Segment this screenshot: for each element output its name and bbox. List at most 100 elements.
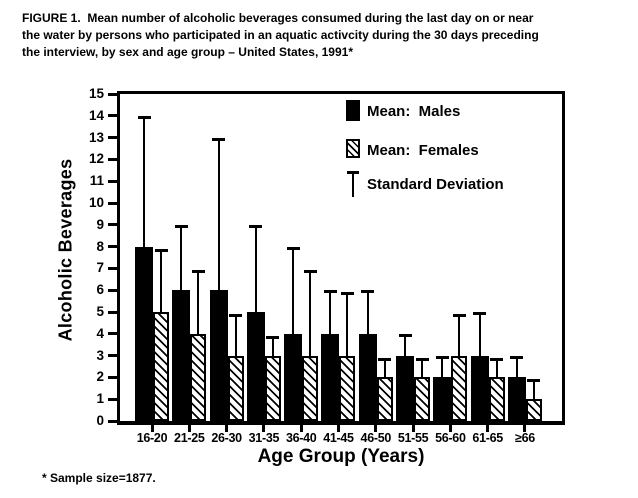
bar-females	[190, 270, 207, 421]
x-tick	[523, 425, 527, 432]
x-tick-label: 31-35	[248, 431, 280, 445]
x-tick	[225, 425, 229, 432]
bar-group-56-60: 56-60	[433, 94, 468, 445]
y-tick	[108, 157, 117, 161]
legend-label-males: Mean: Males	[367, 103, 461, 120]
y-tick	[108, 332, 117, 336]
y-tick-label: 6	[96, 282, 104, 298]
y-tick	[108, 201, 117, 205]
sd-whisker-cap	[249, 224, 263, 228]
sd-whisker-cap	[174, 224, 188, 228]
x-tick-label: 61-65	[472, 431, 503, 445]
sd-whisker	[452, 314, 466, 358]
y-tick-label: 2	[96, 369, 104, 385]
y-tick	[108, 179, 117, 183]
y-tick-label: 11	[89, 173, 104, 189]
sd-whisker	[473, 312, 487, 356]
y-tick-label: 10	[88, 195, 104, 210]
sd-whisker	[415, 357, 429, 380]
sd-whisker-cap	[191, 270, 205, 274]
y-tick	[108, 354, 117, 358]
figure-title: FIGURE 1. Mean number of alcoholic bever…	[22, 10, 632, 61]
x-tick	[448, 425, 452, 432]
sd-whisker	[229, 314, 243, 358]
y-tick	[108, 375, 117, 379]
figure-title-line: the water by persons who participated in…	[22, 28, 539, 42]
sd-whisker-cap	[286, 246, 300, 250]
y-tick	[108, 136, 117, 140]
x-tick-label: 56-60	[435, 431, 466, 445]
bar-group-31-35: 31-35	[246, 94, 281, 445]
bar-males	[507, 355, 526, 421]
y-tick	[108, 245, 117, 249]
bar-females	[339, 292, 356, 421]
x-tick	[299, 425, 303, 432]
bar-males	[135, 115, 153, 421]
sd-whisker	[361, 290, 375, 334]
sd-whisker	[137, 115, 151, 247]
x-axis-title: Age Group (Years)	[257, 446, 425, 467]
sd-whisker	[154, 248, 168, 314]
bar-group-≥66: ≥66	[507, 94, 542, 445]
bar-females	[376, 357, 393, 421]
sd-whisker	[212, 137, 226, 291]
y-tick-label: 1	[96, 391, 104, 407]
sd-whisker	[510, 355, 524, 378]
bar-females	[153, 248, 169, 421]
sd-whisker	[398, 333, 412, 356]
x-tick-label: 51-55	[397, 431, 429, 445]
sd-whisker	[303, 270, 317, 358]
x-tick	[374, 425, 378, 432]
y-tick-label: 4	[96, 325, 104, 341]
sd-whisker-cap	[229, 314, 243, 318]
y-tick	[108, 114, 117, 118]
bar-females	[414, 357, 431, 421]
bar-group-51-55: 51-55	[396, 94, 431, 445]
plot-area: 16-20 21-25 26-30 31-35 36-40 41-45 46-50 51-55…	[117, 91, 565, 445]
sd-glyph-cap	[347, 171, 359, 174]
bar-females	[525, 379, 542, 421]
x-tick	[486, 425, 490, 432]
sd-whisker	[490, 357, 504, 380]
sd-whisker	[286, 246, 300, 334]
sd-whisker-cap	[415, 357, 429, 361]
y-tick-label: 14	[88, 107, 104, 123]
x-tick-label: 36-40	[285, 431, 317, 445]
figure-title-line: the interview, by sex and age group – Un…	[22, 45, 353, 59]
bar-group-61-65: 61-65	[470, 94, 505, 445]
bar-females	[227, 314, 244, 421]
bar-group-41-45: 41-45	[321, 94, 356, 445]
sd-whisker-cap	[303, 270, 317, 274]
bar-group-46-50: 46-50	[358, 94, 393, 445]
sd-whisker	[174, 224, 188, 291]
bar-females	[302, 270, 319, 421]
bars-container: 16-20 21-25 26-30 31-35 36-40 41-45 46-50 51-55…	[120, 94, 562, 445]
x-tick-label: 21-25	[174, 431, 205, 445]
y-tick-label: 7	[96, 260, 104, 276]
sd-whisker	[323, 290, 337, 334]
x-tick	[187, 425, 191, 432]
sd-whisker	[249, 224, 263, 312]
sd-whisker-cap	[398, 333, 412, 337]
bar-group-16-20: 16-20	[135, 94, 169, 445]
legend-label-sd: Standard Deviation	[367, 176, 504, 193]
bar-group-26-30: 26-30	[209, 94, 244, 445]
sd-whisker-cap	[137, 115, 151, 119]
bar-males	[209, 137, 228, 421]
y-tick-label: 13	[88, 129, 104, 145]
x-tick	[150, 425, 154, 432]
sd-glyph-line	[352, 171, 354, 197]
x-tick-label: 26-30	[211, 431, 242, 445]
x-tick	[411, 425, 415, 432]
sd-whisker	[527, 379, 541, 402]
y-tick	[108, 288, 117, 292]
sd-whisker-cap	[361, 290, 375, 294]
bar-males	[470, 312, 489, 421]
y-tick	[108, 419, 117, 423]
legend-swatch-females	[346, 139, 360, 158]
bar-males	[172, 224, 191, 421]
sd-whisker-cap	[154, 248, 168, 252]
footnote: * Sample size=1877.	[42, 471, 156, 485]
bar-females	[451, 314, 468, 421]
